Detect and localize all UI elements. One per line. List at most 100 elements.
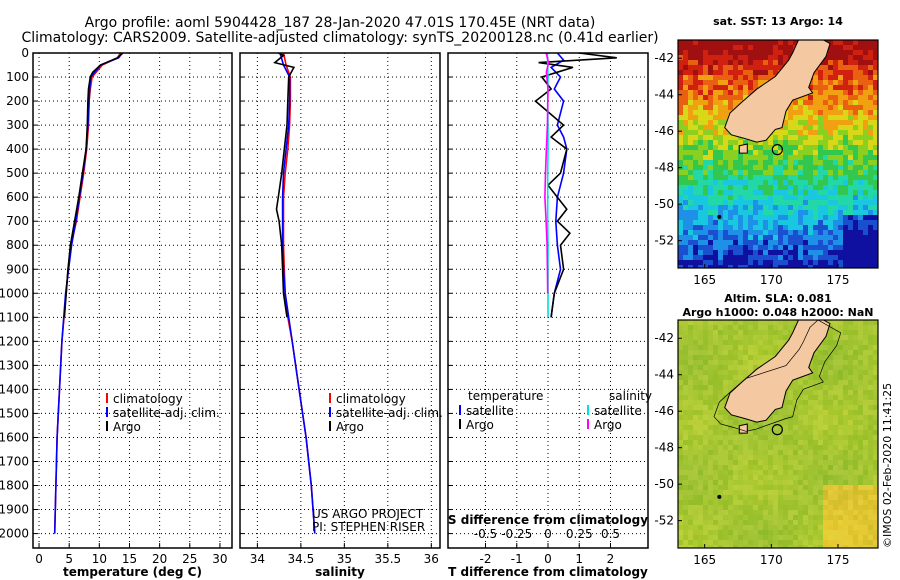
sla-map-cell	[858, 530, 864, 536]
sla-map-cell	[738, 500, 744, 506]
sla-map-cell	[813, 435, 819, 441]
sst-map-cell	[813, 145, 819, 151]
sst-map-cell	[693, 45, 699, 51]
sla-map-cell	[783, 495, 789, 501]
sla-map-cell	[798, 440, 804, 446]
sla-map-cell	[703, 320, 709, 326]
sst-map-cell	[683, 165, 689, 171]
sla-map-cell	[703, 500, 709, 506]
sst-map-cell	[758, 70, 764, 76]
sst-map-cell	[873, 55, 878, 61]
sst-map-cell	[778, 220, 784, 226]
sst-map-cell	[808, 85, 814, 91]
sst-map-cell	[738, 65, 744, 71]
sst-map-cell	[873, 260, 878, 266]
sla-map-cell	[858, 380, 864, 386]
sst-map-cell	[853, 160, 859, 166]
sla-map-cell	[788, 460, 794, 466]
sst-map-cell	[858, 180, 864, 186]
sla-map-cell	[788, 495, 794, 501]
sla-map-cell	[853, 440, 859, 446]
sst-map-cell	[793, 240, 799, 246]
credit-pi: PI: STEPHEN RISER	[312, 520, 425, 534]
sst-map-cell	[833, 240, 839, 246]
sla-map-cell	[863, 420, 869, 426]
sla-map-cell	[773, 485, 779, 491]
sla-map-cell	[713, 415, 719, 421]
sla-map-cell	[818, 395, 824, 401]
sla-map-cell	[703, 360, 709, 366]
sla-map-cell	[753, 480, 759, 486]
sst-map-cell	[703, 60, 709, 66]
sst-map-cell	[833, 130, 839, 136]
sst-map-cell	[788, 235, 794, 241]
sla-map-cell	[868, 385, 874, 391]
sst-map-cell	[848, 160, 854, 166]
sla-map-cell	[763, 425, 769, 431]
sla-map-cell	[703, 365, 709, 371]
sla-map-cell	[853, 535, 859, 541]
sla-map-cell	[858, 480, 864, 486]
sla-map-cell	[788, 545, 794, 548]
sla-map-cell	[813, 505, 819, 511]
sla-map-cell	[848, 515, 854, 521]
sla-map-cell	[873, 335, 878, 341]
sst-map-cell	[823, 150, 829, 156]
sst-map-cell	[758, 215, 764, 221]
sst-map-cell	[848, 115, 854, 121]
sla-map-cell	[698, 330, 704, 336]
sst-map-cell	[698, 245, 704, 251]
sst-map-cell	[723, 170, 729, 176]
sst-map-cell	[798, 175, 804, 181]
sst-map-cell	[703, 145, 709, 151]
sst-map-cell	[813, 200, 819, 206]
sst-map-cell	[758, 155, 764, 161]
sla-map-cell	[698, 515, 704, 521]
sla-map-cell	[848, 390, 854, 396]
sla-map-cell	[738, 460, 744, 466]
sla-map-cell	[738, 360, 744, 366]
sst-map-cell	[753, 195, 759, 201]
sst-map-cell	[758, 165, 764, 171]
sst-map-cell	[843, 240, 849, 246]
sla-map-cell	[708, 445, 714, 451]
sst-map-cell	[823, 55, 829, 61]
sst-map-cell	[688, 55, 694, 61]
sla-map-cell	[803, 490, 809, 496]
sla-map-cell	[863, 320, 869, 326]
sla-map-cell	[873, 535, 878, 541]
sla-map-cell	[798, 490, 804, 496]
sst-map-cell	[798, 130, 804, 136]
sla-map-cell	[828, 385, 834, 391]
difference-legend-t-title: temperature	[468, 389, 543, 403]
sla-map-cell	[688, 465, 694, 471]
sla-map-cell	[843, 390, 849, 396]
sla-map-cell	[793, 510, 799, 516]
sla-map-cell	[793, 425, 799, 431]
sst-map-cell	[808, 265, 814, 268]
sst-map-cell	[873, 235, 878, 241]
sla-map-cell	[823, 460, 829, 466]
sla-map-cell	[678, 500, 684, 506]
sst-map-cell	[698, 90, 704, 96]
sst-map-cell	[798, 115, 804, 121]
sst-map-cell	[793, 255, 799, 261]
sst-map-cell	[853, 190, 859, 196]
sla-map-cell	[863, 460, 869, 466]
sst-map-cell	[863, 190, 869, 196]
sla-map-cell	[678, 355, 684, 361]
sst-map-cell	[753, 75, 759, 81]
sst-map-cell	[778, 240, 784, 246]
sst-map-cell	[688, 110, 694, 116]
sla-map-cell	[758, 525, 764, 531]
sst-map-cell	[848, 165, 854, 171]
sla-map-cell	[838, 435, 844, 441]
sst-map-cell	[873, 115, 878, 121]
sla-map-cell	[683, 470, 689, 476]
sst-map-cell	[748, 170, 754, 176]
sla-map-cell	[788, 435, 794, 441]
sst-map-cell	[768, 220, 774, 226]
sla-map-cell	[708, 415, 714, 421]
sst-map-cell	[858, 115, 864, 121]
sst-map-cell	[753, 45, 759, 51]
